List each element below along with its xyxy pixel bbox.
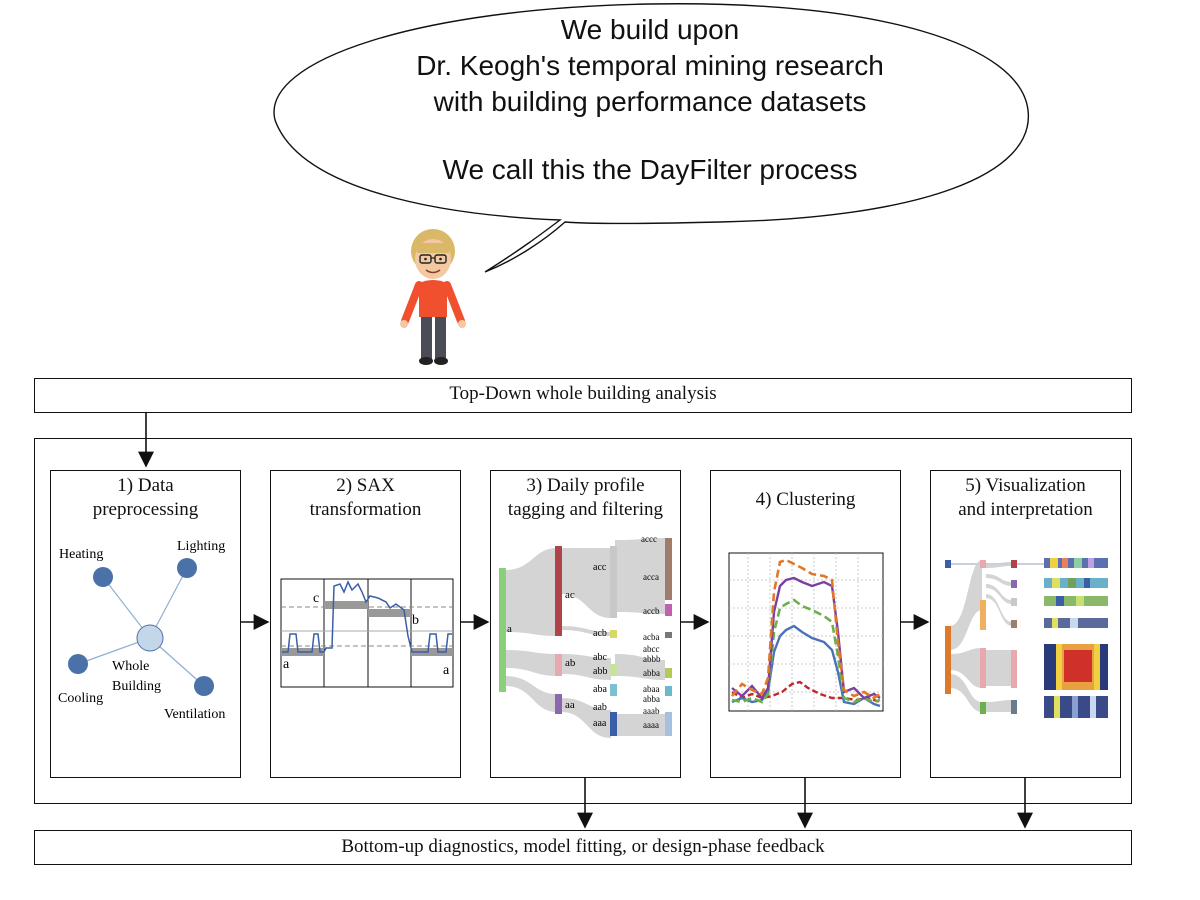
speech-bubble-text: We build upon Dr. Keogh's temporal minin… <box>330 12 970 188</box>
bubble-line: Dr. Keogh's temporal mining research <box>416 50 884 81</box>
step5-title-line: and interpretation <box>958 499 1093 520</box>
sax-letter: b <box>412 613 419 628</box>
step4-title: 4) Clustering <box>710 488 901 512</box>
process-frame <box>34 438 1132 804</box>
bubble-line: with building performance datasets <box>433 86 867 117</box>
tag-level2: ac <box>565 589 575 601</box>
step-box-tagging <box>490 470 681 778</box>
tag-level4: abaa <box>643 684 659 694</box>
label-building: Building <box>112 679 161 694</box>
top-down-label: Top-Down whole building analysis <box>449 383 717 404</box>
node-cooling <box>68 654 88 674</box>
tag-level4: abba <box>643 694 660 704</box>
bubble-line: We build upon <box>560 14 740 45</box>
step5-title: 5) Visualization and interpretation <box>930 474 1121 522</box>
tag-level3: aab <box>593 702 607 713</box>
step3-title: 3) Daily profile tagging and filtering <box>490 474 681 522</box>
step5-title-line: 5) Visualization <box>965 475 1086 496</box>
label-cooling: Cooling <box>58 691 103 706</box>
node-heating <box>93 567 113 587</box>
step3-title-line: 3) Daily profile <box>526 475 645 496</box>
tag-level4: aaab <box>643 706 660 716</box>
speech-bubble-graphic <box>273 3 1029 273</box>
tag-level2: ab <box>565 657 576 669</box>
step4-title-line: 4) Clustering <box>755 489 856 510</box>
bottom-up-label: Bottom-up diagnostics, model fitting, or… <box>341 836 825 857</box>
tagging-sankey: a ac ab aa acc acb abc abb aba aab aaa a… <box>499 534 672 738</box>
step-box-sax <box>270 470 461 778</box>
tag-level3: acc <box>593 562 607 573</box>
step1-title-line: preprocessing <box>92 499 199 520</box>
step2-title-line: 2) SAX <box>336 475 395 496</box>
step-box-preprocessing <box>50 470 241 778</box>
tag-level4: accb <box>643 606 660 616</box>
bottom-up-bar <box>34 830 1132 865</box>
step3-title-line: tagging and filtering <box>507 499 664 520</box>
label-whole: Whole <box>112 659 149 674</box>
visualization-sankey <box>945 558 1108 718</box>
clustering-chart <box>728 552 884 712</box>
tag-level2: aa <box>565 699 575 711</box>
tag-level4: abba <box>643 668 660 678</box>
tag-level4: acba <box>643 632 659 642</box>
tag-level1: a <box>507 623 512 635</box>
tag-level4: aaaa <box>643 720 659 730</box>
bubble-line: We call this the DayFilter process <box>442 154 858 185</box>
step2-title: 2) SAX transformation <box>270 474 461 522</box>
node-ventilation <box>194 676 214 696</box>
step-box-visualization <box>930 470 1121 778</box>
speech-bubble-outline <box>273 3 1029 273</box>
tag-level4: abbb <box>643 654 661 664</box>
cluster-purple <box>731 576 881 701</box>
heatmap-strips <box>1044 558 1108 718</box>
node-lighting <box>177 558 197 578</box>
tag-level4: acca <box>643 572 659 582</box>
step-box-clustering <box>710 470 901 778</box>
node-whole-building <box>136 624 164 652</box>
cluster-orange <box>731 558 881 700</box>
label-lighting: Lighting <box>177 539 225 554</box>
sax-letter: a <box>443 663 450 678</box>
step1-title: 1) Data preprocessing <box>50 474 241 522</box>
sax-letter: a <box>283 657 290 672</box>
avatar <box>400 229 466 365</box>
label-ventilation: Ventilation <box>164 707 225 722</box>
top-down-bar <box>34 378 1132 413</box>
tag-level3: abb <box>593 666 607 677</box>
tag-level3: abc <box>593 652 607 663</box>
sax-letter: c <box>313 591 319 606</box>
label-heating: Heating <box>59 547 103 562</box>
tag-level3: aba <box>593 684 607 695</box>
cluster-blue <box>731 624 881 708</box>
tag-level4: accc <box>641 534 657 544</box>
step1-title-line: 1) Data <box>117 475 174 496</box>
tag-level3: acb <box>593 628 607 639</box>
tag-level4: abcc <box>643 644 659 654</box>
preprocessing-graph: Heating Lighting Cooling Ventilation Who… <box>58 539 225 722</box>
cluster-red <box>731 680 881 704</box>
step2-title-line: transformation <box>309 499 422 520</box>
cluster-green <box>731 598 881 704</box>
tag-level3: aaa <box>593 718 607 729</box>
sax-chart: c b a a <box>280 578 454 688</box>
